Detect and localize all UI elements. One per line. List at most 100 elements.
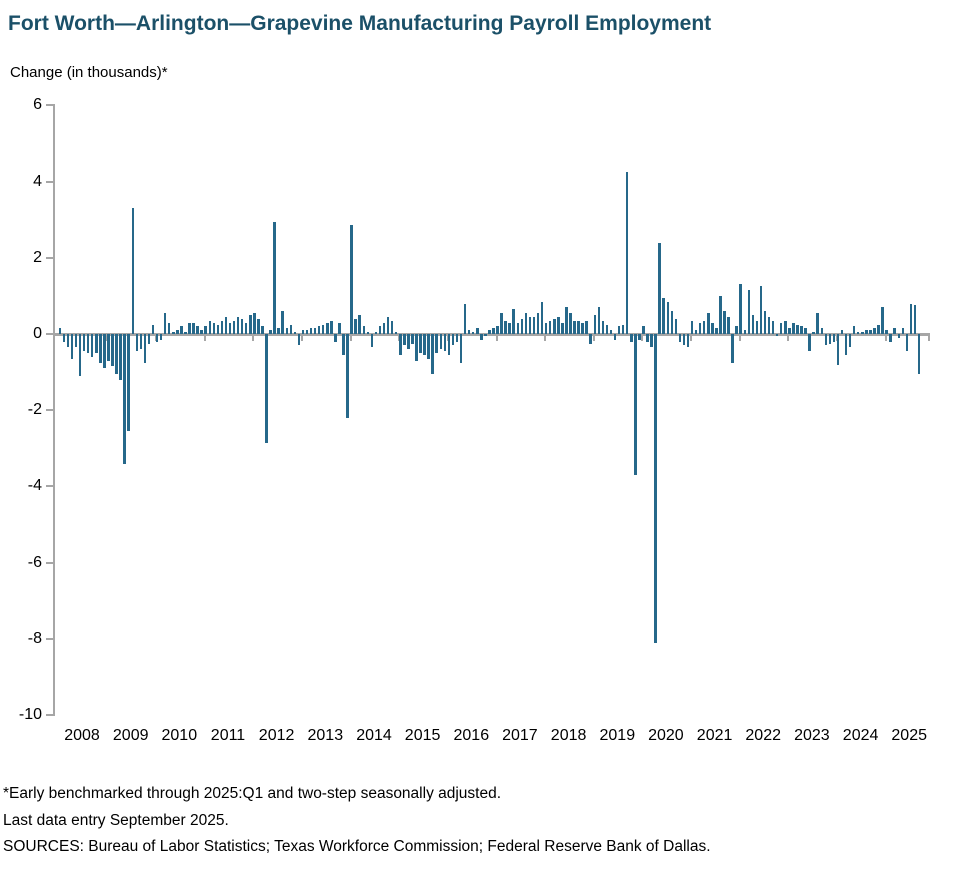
- y-tick-mark: [46, 637, 54, 640]
- x-tick-mark: [349, 336, 352, 341]
- data-bar: [480, 334, 483, 340]
- data-bar: [86, 334, 90, 354]
- data-bar: [346, 334, 349, 418]
- data-bar: [848, 334, 852, 348]
- x-tick-mark: [544, 336, 547, 341]
- data-bar: [167, 322, 171, 334]
- data-bar: [90, 334, 94, 357]
- y-tick-label: 0: [33, 325, 42, 342]
- data-bar: [548, 320, 552, 334]
- data-bar: [800, 326, 803, 334]
- data-bar: [788, 328, 791, 334]
- data-bar: [771, 320, 775, 334]
- data-bar: [143, 334, 147, 363]
- data-bar: [419, 334, 422, 354]
- data-bar: [289, 324, 293, 334]
- data-bar: [808, 334, 811, 352]
- data-bar: [889, 334, 892, 342]
- data-bar: [196, 326, 199, 334]
- data-bar: [382, 322, 386, 334]
- data-bar: [767, 316, 771, 334]
- data-bar: [682, 334, 686, 346]
- data-bar: [399, 334, 402, 355]
- data-bar: [508, 322, 511, 334]
- data-bar: [516, 322, 520, 334]
- data-bar: [678, 334, 682, 342]
- data-bar: [281, 311, 284, 334]
- data-bar: [176, 330, 179, 334]
- data-bar: [415, 334, 418, 361]
- data-bar: [630, 334, 633, 342]
- x-year-label: 2009: [112, 727, 149, 744]
- data-bar: [123, 334, 126, 464]
- data-bar: [180, 326, 183, 334]
- data-bar: [58, 328, 62, 334]
- x-year-label: 2019: [599, 727, 636, 744]
- data-bar: [621, 324, 625, 334]
- data-bar: [151, 324, 155, 334]
- x-year-label: 2023: [794, 727, 830, 744]
- data-bar: [597, 307, 601, 334]
- data-bar: [816, 313, 819, 334]
- data-bar: [735, 326, 738, 334]
- data-bar: [370, 334, 374, 348]
- data-bar: [812, 332, 815, 334]
- data-bar: [909, 303, 913, 334]
- y-tick-mark: [46, 561, 54, 564]
- data-bar: [451, 334, 455, 346]
- data-bar: [763, 311, 767, 334]
- data-bar: [913, 305, 917, 334]
- data-bar: [305, 330, 309, 334]
- data-bar: [569, 313, 572, 334]
- data-bar: [901, 328, 905, 334]
- data-bar: [163, 313, 167, 334]
- data-bar: [172, 332, 175, 334]
- data-bar: [269, 330, 272, 334]
- data-bar: [115, 334, 118, 374]
- data-bar: [159, 334, 163, 340]
- chart-title: Fort Worth—Arlington—Grapevine Manufactu…: [8, 12, 712, 35]
- data-bar: [686, 334, 690, 348]
- x-year-label: 2012: [258, 727, 295, 744]
- data-bar: [374, 332, 378, 334]
- data-bar: [581, 322, 584, 334]
- data-bar: [743, 330, 747, 334]
- data-bar: [824, 334, 828, 346]
- data-bar: [111, 334, 114, 367]
- data-bar: [236, 316, 240, 334]
- y-tick-label: -10: [18, 706, 42, 724]
- data-bar: [917, 334, 921, 374]
- y-tick-label: -8: [27, 629, 42, 647]
- data-bar: [585, 320, 588, 334]
- y-tick-label: -6: [27, 553, 42, 571]
- data-bar: [220, 320, 224, 334]
- data-bar: [208, 320, 212, 334]
- data-bar: [265, 334, 268, 443]
- data-bar: [544, 322, 548, 334]
- data-bar: [184, 332, 187, 334]
- footnote-benchmark: *Early benchmarked through 2025:Q1 and t…: [3, 785, 502, 802]
- data-bar: [877, 324, 880, 334]
- data-bar: [715, 328, 718, 334]
- data-bar: [147, 334, 151, 344]
- data-bar: [869, 330, 872, 334]
- x-tick-mark: [641, 336, 644, 341]
- data-bar: [593, 314, 597, 334]
- x-year-label: 2025: [891, 727, 927, 744]
- y-tick-label: 6: [33, 96, 42, 114]
- data-bar: [285, 328, 289, 334]
- data-bar: [897, 334, 901, 338]
- data-bar: [557, 316, 560, 334]
- data-bar: [386, 316, 390, 334]
- data-bar: [62, 334, 66, 342]
- data-bar: [601, 320, 605, 334]
- data-bar: [832, 334, 836, 342]
- plot-area: 6 4 2 0 -2 -4 -6 -8 -10 2008 2009 2010 2011 2012 2013 2…: [18, 96, 930, 744]
- data-bar: [95, 334, 98, 354]
- data-bar: [751, 314, 755, 334]
- data-bar: [411, 334, 414, 344]
- data-bar: [698, 322, 702, 334]
- footnotes: *Early benchmarked through 2025:Q1 and t…: [3, 781, 711, 861]
- data-bar: [885, 330, 888, 334]
